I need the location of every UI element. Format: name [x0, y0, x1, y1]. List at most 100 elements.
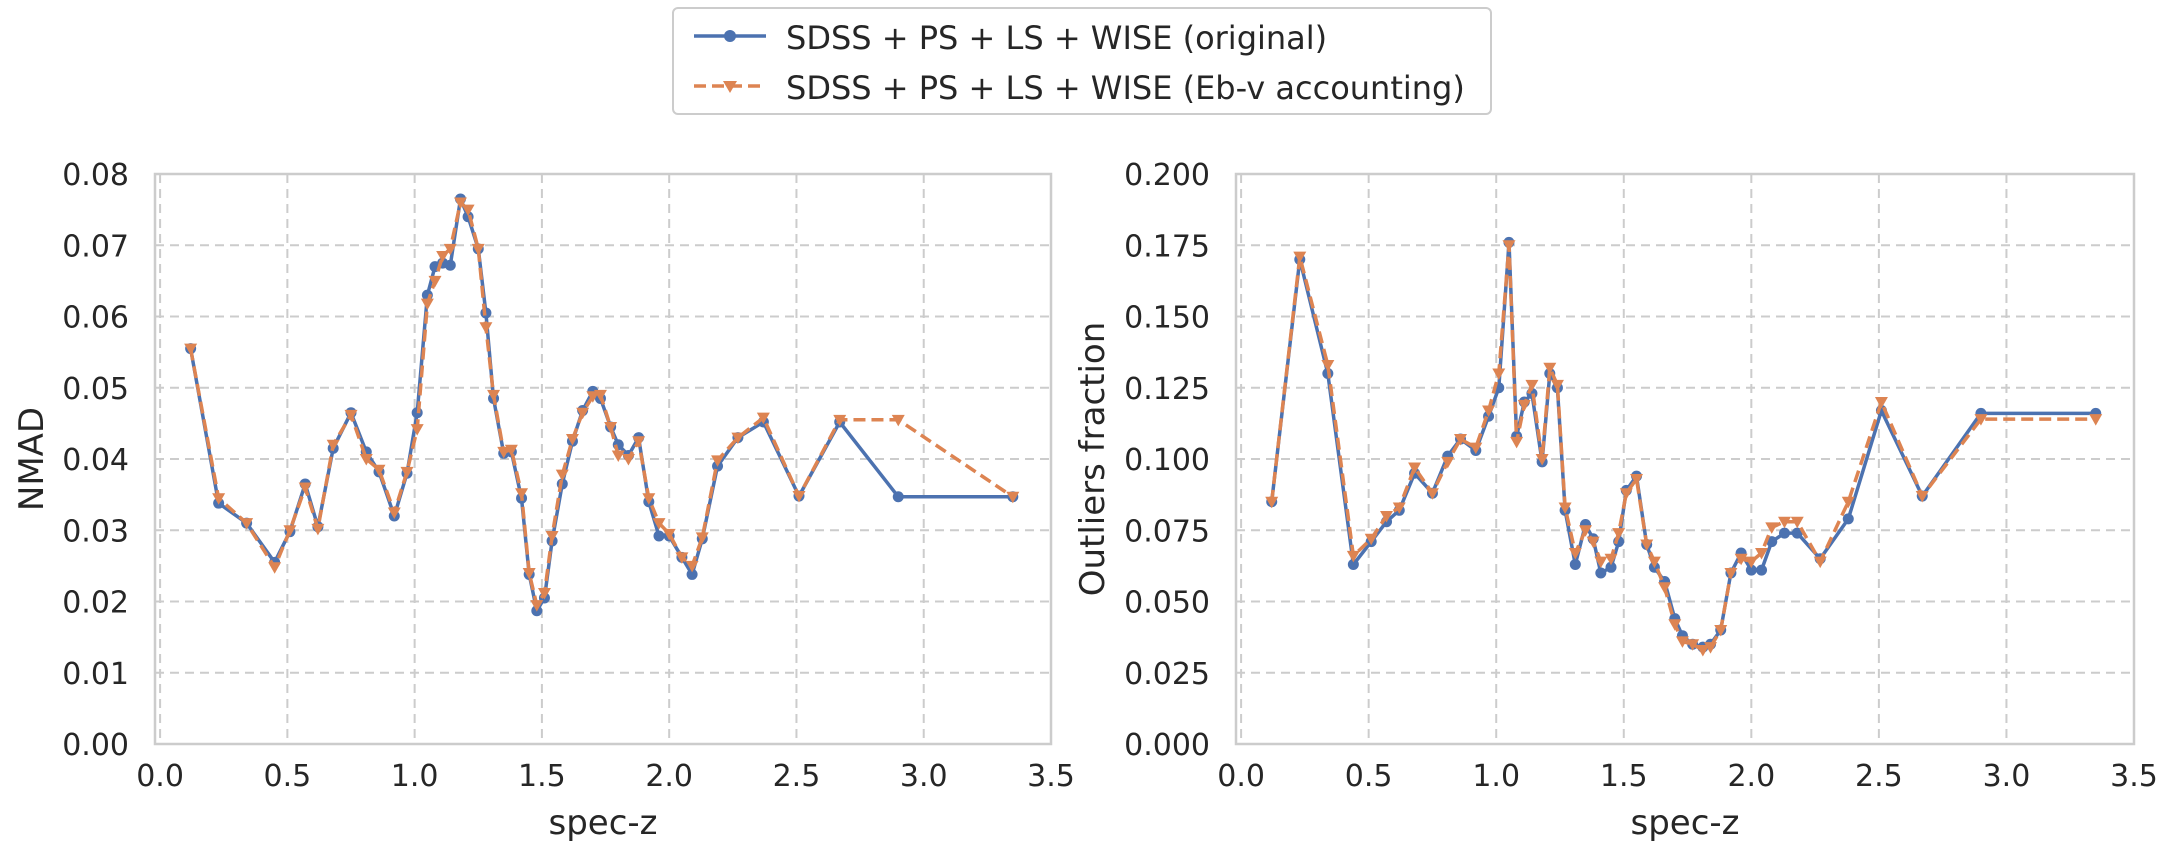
nmad-series-1-point	[268, 562, 282, 574]
legend-swatch-ebv	[694, 81, 766, 93]
nmad-series-1-point	[311, 523, 325, 536]
outliers-x-tick-label: 2.5	[1855, 759, 1903, 794]
legend-label-original: SDSS + PS + LS + WISE (original)	[786, 19, 1328, 57]
outliers-series-1-point	[1392, 502, 1406, 514]
outliers-y-ticks: 0.000 0.025 0.050 0.075 0.100 0.125 0.150 0.175…	[1124, 158, 1210, 763]
outliers-series-1-point	[1321, 359, 1335, 372]
nmad-series-1-point	[184, 343, 198, 356]
nmad-series-1-point	[662, 528, 676, 541]
outliers-series-1-point	[2089, 414, 2103, 426]
legend-item-ebv: SDSS + PS + LS + WISE (Eb-v accounting)	[684, 65, 1484, 111]
outliers-series-1-point	[1619, 488, 1633, 500]
nmad-y-axis-label: NMAD	[12, 407, 52, 511]
nmad-series-1-point	[593, 389, 607, 402]
nmad-panel: 0.0 0.5 1.0 1.5 2.0 2.5 3.0 3.5 0.000.010.020.0…	[12, 158, 1075, 843]
nmad-series-1-point	[504, 444, 518, 457]
nmad-series-1-point	[420, 298, 434, 311]
outliers-series-1-point	[1525, 379, 1539, 392]
outliers-series-1-point	[1668, 619, 1682, 631]
nmad-series-1-point	[471, 243, 485, 256]
outliers-x-tick-label: 0.5	[1345, 759, 1393, 794]
outliers-series-1-point	[1647, 556, 1661, 569]
outliers-y-tick-label: 0.200	[1124, 158, 1210, 193]
outliers-series-1-point	[1813, 556, 1827, 569]
outliers-x-axis-label: spec-z	[1630, 803, 1739, 843]
nmad-series-1-point	[586, 391, 600, 403]
nmad-x-tick-label: 0.0	[136, 759, 184, 794]
nmad-plot-area	[153, 172, 1053, 746]
outliers-series-1-point	[1755, 548, 1769, 560]
nmad-series-1-point	[387, 507, 401, 519]
outliers-series-1-point	[1469, 442, 1483, 455]
outliers-series-1-point	[1441, 456, 1455, 469]
outliers-series-1-point	[1492, 368, 1506, 380]
outliers-series-1-point	[1675, 636, 1689, 648]
nmad-series-1-point	[428, 275, 442, 288]
nmad-x-ticks: 0.0 0.5 1.0 1.5 2.0 2.5 3.0 3.5	[136, 759, 1075, 794]
nmad-x-tick-label: 1.5	[518, 759, 566, 794]
outliers-series-1-point	[1586, 536, 1600, 549]
nmad-x-axis-label: spec-z	[548, 803, 657, 843]
nmad-series-0-point	[892, 491, 904, 503]
outliers-panel: 0.0 0.5 1.0 1.5 2.0 2.5 3.0 3.5 0.000 0.025 0.050…	[1073, 158, 2158, 843]
outliers-series-1-point	[1510, 436, 1524, 449]
outliers-series-1-point	[1704, 642, 1718, 654]
nmad-series-1-point	[756, 412, 770, 425]
outliers-x-tick-label: 3.5	[2110, 759, 2158, 794]
nmad-series-1-point	[891, 414, 905, 427]
nmad-y-tick-label: 0.04	[62, 443, 129, 478]
nmad-series	[184, 193, 1020, 617]
outliers-x-tick-label: 1.0	[1472, 759, 1520, 794]
nmad-y-tick-label: 0.03	[62, 514, 129, 549]
nmad-y-tick-label: 0.02	[62, 586, 129, 621]
nmad-series-1-point	[675, 552, 689, 564]
outliers-series-1-point	[1765, 522, 1779, 534]
outliers-series-1-point	[1734, 553, 1748, 566]
outliers-series-1-point	[1777, 516, 1791, 529]
outliers-series-1-point	[1579, 525, 1593, 537]
nmad-series-1-point	[642, 493, 656, 505]
outliers-series-1-point	[1346, 550, 1360, 563]
outliers-y-tick-label: 0.150	[1124, 301, 1210, 336]
outliers-series-1-point	[1841, 496, 1855, 509]
nmad-x-tick-label: 0.5	[264, 759, 312, 794]
nmad-series-1-point	[1006, 491, 1020, 504]
outliers-series-1-point	[1293, 251, 1307, 264]
outliers-series-1-point	[1604, 553, 1618, 566]
outliers-series-1-point	[1265, 496, 1279, 509]
outliers-y-tick-label: 0.100	[1124, 443, 1210, 478]
outliers-series-1-point	[1724, 568, 1738, 580]
outliers-series-1-point	[1364, 533, 1378, 546]
outliers-series-1-point	[1686, 639, 1700, 651]
outliers-series-1-point	[1568, 548, 1582, 560]
legend-swatch-original	[694, 30, 766, 42]
outliers-y-axis-label: Outliers fraction	[1073, 322, 1113, 597]
outliers-series-1-point	[1535, 454, 1549, 466]
outliers-series-1-point	[1640, 539, 1654, 551]
nmad-series-1-point	[453, 197, 467, 209]
outliers-y-tick-label: 0.075	[1124, 514, 1210, 549]
nmad-series-1-point	[497, 446, 511, 459]
nmad-series-0-point	[444, 259, 456, 271]
outliers-series-1-point	[1714, 625, 1728, 637]
nmad-series-1-point	[537, 587, 551, 600]
nmad-series-1-point	[711, 455, 725, 467]
outliers-series-1-point	[1974, 414, 1988, 426]
nmad-series-1-point	[576, 407, 590, 420]
nmad-y-tick-label: 0.00	[62, 728, 129, 763]
nmad-series-1-point	[298, 482, 312, 494]
outliers-series-1-point	[1790, 516, 1804, 529]
outliers-series-1-point	[1915, 491, 1929, 503]
nmad-series-1-point	[359, 454, 373, 466]
nmad-series-1-point	[731, 432, 745, 445]
outliers-series-1-point	[1517, 399, 1531, 412]
outliers-series-0-point	[1842, 513, 1854, 525]
nmad-series-1-point	[410, 424, 424, 436]
nmad-x-tick-label: 3.5	[1027, 759, 1075, 794]
outliers-series-1-point	[1696, 644, 1710, 657]
outliers-series-1-point	[1380, 511, 1394, 523]
nmad-y-tick-label: 0.01	[62, 657, 129, 692]
nmad-series-1-point	[212, 493, 226, 505]
nmad-series-0-point	[653, 530, 665, 542]
